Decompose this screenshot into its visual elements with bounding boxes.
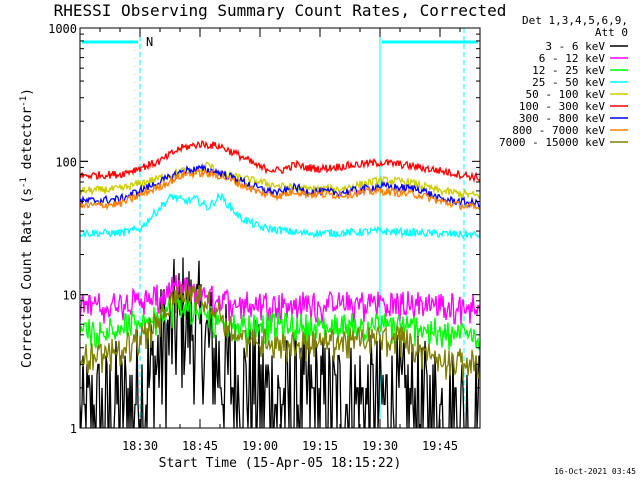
- x-tick-label: 19:45: [422, 439, 458, 453]
- y-tick-label: 10: [63, 289, 77, 303]
- legend-header-line-2: Att 0: [595, 26, 628, 39]
- legend-label: 25 - 50 keV: [532, 76, 605, 89]
- y-axis-label-sup2: -1: [19, 96, 29, 107]
- y-tick-label: 1000: [48, 22, 77, 36]
- chart-title: RHESSI Observing Summary Count Rates, Co…: [54, 1, 507, 20]
- legend-label: 3 - 6 keV: [545, 40, 605, 53]
- y-tick-label: 100: [55, 155, 77, 169]
- legend-label: 300 - 800 keV: [519, 112, 605, 125]
- x-tick-label: 18:45: [182, 439, 218, 453]
- y-axis-label-mid: detector: [20, 107, 35, 178]
- y-axis-label-end: ): [20, 88, 35, 96]
- legend-label: 6 - 12 keV: [539, 52, 606, 65]
- x-axis-label: Start Time (15-Apr-05 18:15:22): [159, 456, 402, 471]
- y-axis-label-main: Corrected Count Rate (s: [20, 188, 35, 368]
- legend-label: 7000 - 15000 keV: [499, 136, 605, 149]
- footer-timestamp: 16-Oct-2021 03:45: [554, 467, 636, 476]
- legend-header-line-1: Det 1,3,4,5,6,9,: [522, 14, 628, 27]
- series-line: [80, 163, 480, 210]
- series-line: [80, 257, 480, 428]
- axes: 1 10 100 1000 18:30 18:45 19:00 19:15 19:30 19:45: [48, 22, 481, 453]
- legend-label: 50 - 100 keV: [526, 88, 606, 101]
- series-group: [80, 140, 480, 428]
- series-line: [80, 161, 480, 200]
- legend-label: 100 - 300 keV: [519, 100, 605, 113]
- x-tick-label: 19:30: [362, 439, 398, 453]
- y-axis-label-sup1: -1: [19, 177, 29, 188]
- legend-label: 800 - 7000 keV: [512, 124, 605, 137]
- series-line: [80, 295, 480, 351]
- series-line: [80, 283, 480, 381]
- legend-label: 12 - 25 keV: [532, 64, 605, 77]
- y-axis-label: Corrected Count Rate (s-1 detector-1): [19, 88, 35, 368]
- series-line: [80, 275, 480, 326]
- x-tick-label: 19:00: [242, 439, 278, 453]
- y-tick-label: 1: [70, 422, 77, 436]
- series-line: [80, 191, 480, 239]
- x-tick-label: 18:30: [122, 439, 158, 453]
- series-line: [80, 140, 480, 184]
- series-line: [80, 168, 480, 211]
- x-tick-label: 19:15: [302, 439, 338, 453]
- saa-marker-label: N: [146, 35, 153, 49]
